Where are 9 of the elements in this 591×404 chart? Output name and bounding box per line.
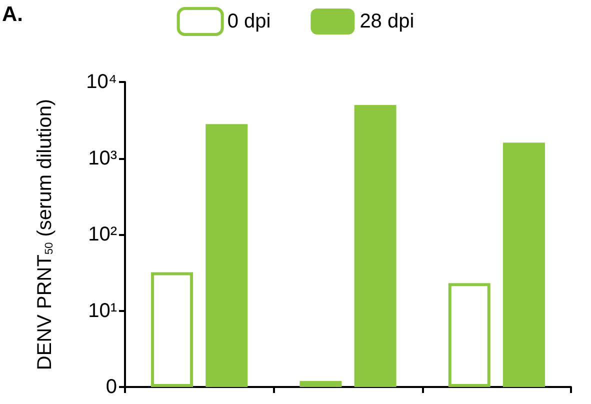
- y-tick-label: 0: [106, 376, 117, 398]
- legend-label: 0 dpi: [227, 10, 271, 32]
- y-tick-label: 10¹: [88, 300, 118, 322]
- y-tick-label: 10²: [88, 224, 118, 246]
- y-tick-label: 10³: [88, 147, 118, 170]
- legend-label: 28 dpi: [360, 10, 414, 32]
- text: A.: [2, 3, 23, 26]
- y-axis-title: DENV PRNT50 (serum dilution): [34, 98, 56, 370]
- y-tick-label: 10⁴: [86, 71, 117, 93]
